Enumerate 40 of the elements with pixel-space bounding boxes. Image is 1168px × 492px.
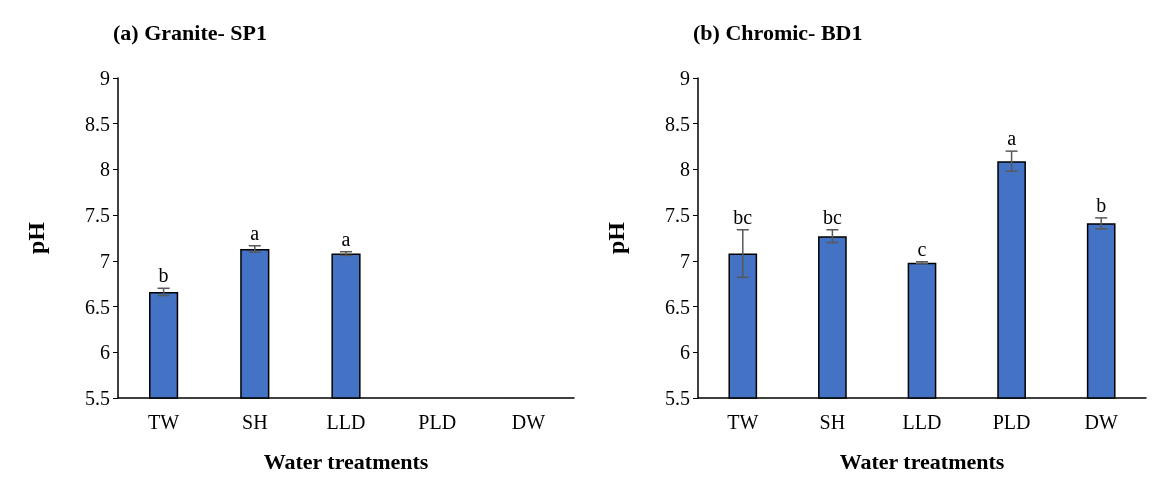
y-tick-label: 8 <box>100 158 110 181</box>
data-label: a <box>341 227 351 250</box>
x-tick-label: PLD <box>992 411 1031 433</box>
x-tick-label: SH <box>819 411 846 433</box>
y-tick-label: 7 <box>680 249 690 272</box>
y-tick-label: 5.5 <box>665 387 690 409</box>
chart-title: (a) Granite- SP1 <box>113 19 267 45</box>
y-tick-label: 7.5 <box>665 204 690 227</box>
y-axis-title: pH <box>603 221 629 255</box>
x-tick-label: LLD <box>902 411 942 433</box>
data-label: a <box>250 221 260 244</box>
data-label: a <box>1007 127 1017 150</box>
data-label: b <box>1096 193 1107 216</box>
data-label: bc <box>733 205 753 228</box>
chart-title: (b) Chromic- BD1 <box>693 19 863 45</box>
x-tick-label: SH <box>242 411 268 433</box>
y-tick-label: 9 <box>100 67 110 89</box>
data-label: c <box>917 237 927 260</box>
data-label: bc <box>822 205 842 228</box>
x-axis-title: Water treatments <box>263 448 429 474</box>
x-tick-label: TW <box>148 411 180 433</box>
y-tick-label: 6 <box>100 341 110 364</box>
y-tick-label: 5.5 <box>85 387 110 409</box>
y-tick-label: 7.5 <box>85 204 110 227</box>
x-tick-label: LLD <box>326 411 366 433</box>
data-label: b <box>158 264 169 287</box>
y-tick-label: 8 <box>680 158 690 181</box>
y-tick-label: 6 <box>680 341 690 364</box>
x-tick-label: DW <box>511 411 546 433</box>
x-tick-label: DW <box>1084 411 1118 433</box>
y-tick-label: 6.5 <box>665 295 690 318</box>
y-tick-label: 8.5 <box>85 112 110 135</box>
y-tick-label: 7 <box>100 249 110 272</box>
x-tick-label: TW <box>727 411 759 433</box>
y-tick-label: 6.5 <box>85 295 110 318</box>
x-tick-label: PLD <box>418 411 457 433</box>
y-axis-title: pH <box>23 221 49 255</box>
y-tick-label: 9 <box>680 67 690 89</box>
y-tick-label: 8.5 <box>665 112 690 135</box>
x-axis-title: Water treatments <box>839 448 1005 474</box>
